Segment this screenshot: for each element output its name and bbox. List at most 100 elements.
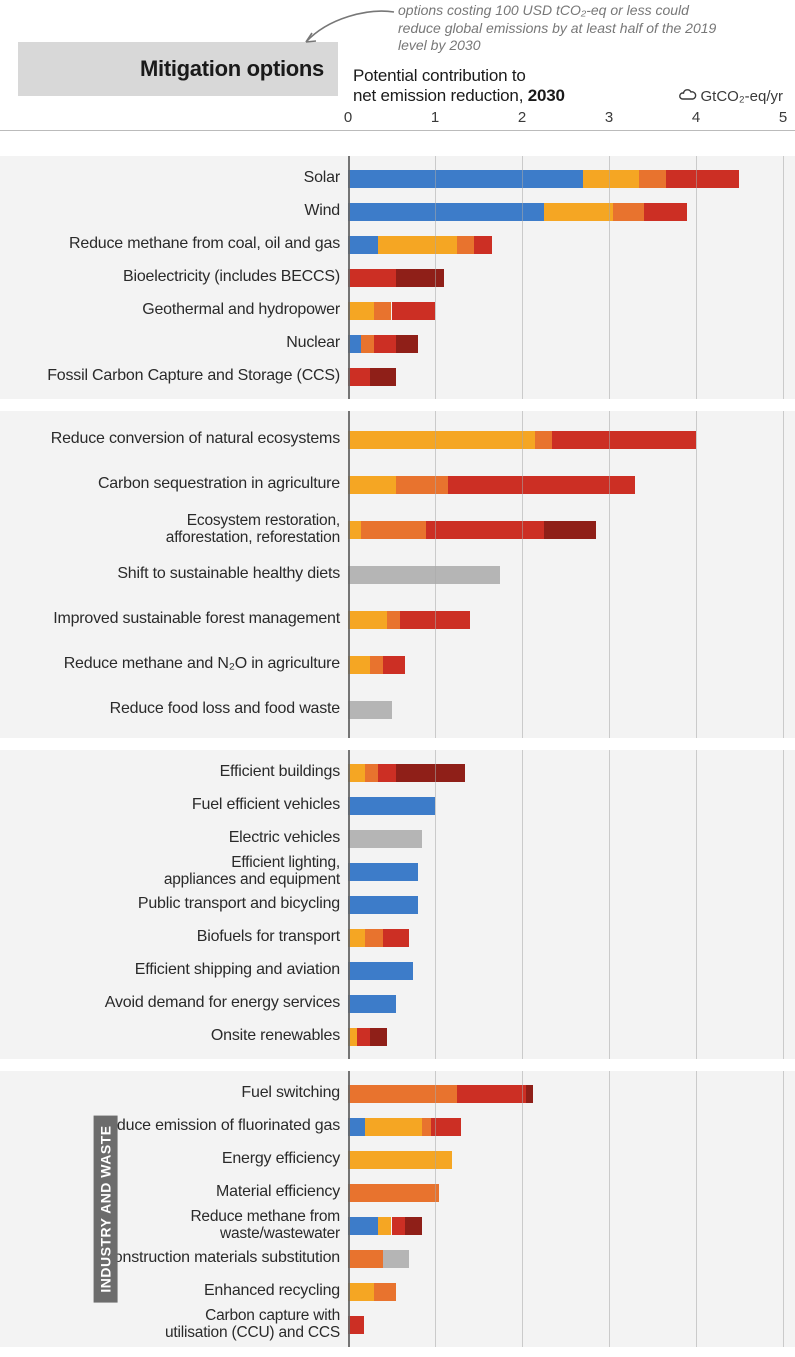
row-label: Carbon capture with utilisation (CCU) an… [0,1308,348,1341]
row-label: Shift to sustainable healthy diets [0,566,348,583]
bar-segment [348,368,370,386]
chart-row: Avoid demand for energy services [0,987,795,1020]
bar-track [348,269,795,287]
bar-track [348,656,795,674]
bar-track [348,368,795,386]
bar-segment [392,302,436,320]
row-label: Improved sustainable forest management [0,611,348,628]
chart-row: Enhanced recycling [0,1275,795,1308]
chart-row: Reduce methane from coal, oil and gas [0,228,795,261]
bar-segment [361,521,426,539]
cloud-icon [677,88,697,106]
bar-track [348,476,795,494]
bar-segment [348,995,396,1013]
subtitle-line1: Potential contribution to [353,66,526,85]
bar-track [348,1085,795,1103]
chart-row: Biofuels for transport [0,921,795,954]
bar-track [348,1118,795,1136]
bar-track [348,1250,795,1268]
bar-segment [583,170,640,188]
bar-segment [374,302,391,320]
bar-segment [348,1118,365,1136]
bar-segment [361,335,374,353]
bar-track [348,1151,795,1169]
bar-segment [348,335,361,353]
bar-segment [370,656,383,674]
bar-track [348,566,795,584]
chart-row: Wind [0,195,795,228]
bar-segment [348,1250,383,1268]
chart: 012345 SolarWindReduce methane from coal… [0,130,795,1349]
bar-segment [348,1028,357,1046]
bar-segment [348,1085,457,1103]
bar-segment [396,269,444,287]
bar-track [348,764,795,782]
bar-track [348,431,795,449]
row-label: Reduce emission of fluorinated gas [0,1118,348,1135]
axis-tick-label: 5 [779,109,787,126]
bar-segment [644,203,688,221]
row-label: Construction materials substitution [0,1250,348,1267]
bar-segment [535,431,552,449]
bar-segment [396,476,448,494]
row-label: Efficient shipping and aviation [0,962,348,979]
bar-track [348,1217,795,1235]
unit-text: GtCO₂-eq/yr [701,88,784,105]
chart-group-energy: SolarWindReduce methane from coal, oil a… [0,154,795,401]
bar-segment [348,656,370,674]
group-side-label: INDUSTRY AND WASTE [94,1115,118,1302]
bar-segment [374,335,396,353]
bar-track [348,830,795,848]
row-label: Electric vehicles [0,830,348,847]
row-label: Carbon sequestration in agriculture [0,476,348,493]
bar-segment [348,1283,374,1301]
axis-tick-label: 1 [431,109,439,126]
bar-segment [348,476,396,494]
axis-tick-label: 2 [518,109,526,126]
bar-segment [370,1028,387,1046]
row-label: Avoid demand for energy services [0,995,348,1012]
bar-segment [348,170,583,188]
chart-row: Public transport and bicycling [0,888,795,921]
bar-track [348,521,795,539]
bar-track [348,995,795,1013]
row-label: Reduce conversion of natural ecosystems [0,431,348,448]
annotation-text: options costing 100 USD tCO₂-eq or less … [398,2,728,55]
row-label: Nuclear [0,335,348,352]
bar-segment [357,1028,370,1046]
bar-segment [378,1217,391,1235]
row-label: Onsite renewables [0,1028,348,1045]
bar-track [348,203,795,221]
row-label: Ecosystem restoration,afforestation, ref… [0,513,348,546]
bar-segment [365,1118,422,1136]
chart-row: Reduce methane and N₂O in agriculture [0,642,795,687]
bar-segment [348,269,396,287]
chart-row: Shift to sustainable healthy diets [0,552,795,597]
unit-label: GtCO₂-eq/yr [677,88,784,106]
bar-segment [348,863,418,881]
chart-row: Material efficiency [0,1176,795,1209]
chart-row: Efficient shipping and aviation [0,954,795,987]
subtitle-year: 2030 [528,86,565,105]
row-label: Reduce methane from waste/wastewater [0,1209,348,1242]
bar-track [348,1028,795,1046]
bar-segment [383,929,409,947]
bar-track [348,863,795,881]
chart-row: Bioelectricity (includes BECCS) [0,261,795,294]
row-label: Efficient lighting,appliances and equipm… [0,855,348,888]
header: Mitigation options options costing 100 U… [0,0,795,130]
bar-track [348,335,795,353]
chart-row: Efficient buildings [0,756,795,789]
bar-track [348,896,795,914]
bar-segment [348,1316,364,1334]
bar-segment [370,368,396,386]
chart-row: Efficient lighting,appliances and equipm… [0,855,795,888]
axis-tick-label: 3 [605,109,613,126]
chart-row: Solar [0,162,795,195]
bar-track [348,170,795,188]
bar-track [348,302,795,320]
bar-segment [348,236,378,254]
mitigation-options-box: Mitigation options [18,42,338,96]
row-label: Fuel switching [0,1085,348,1102]
bar-segment [639,170,665,188]
